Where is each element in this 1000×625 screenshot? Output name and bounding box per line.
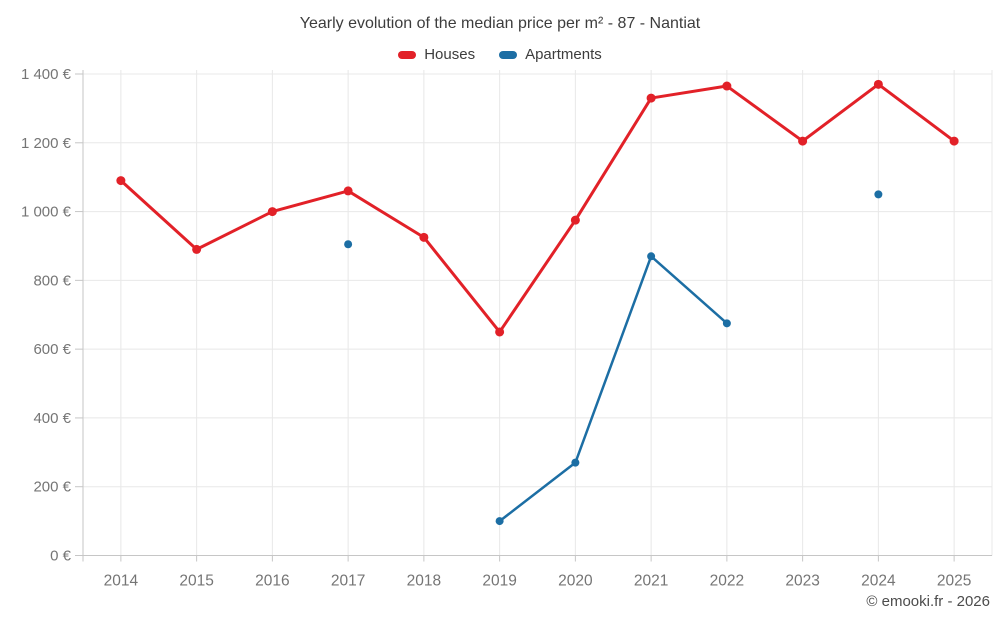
houses-point-2025 bbox=[949, 136, 959, 146]
houses-point-2024 bbox=[873, 79, 883, 89]
houses-point-2015 bbox=[192, 244, 202, 254]
x-tick-label: 2024 bbox=[861, 573, 896, 590]
y-gridlines bbox=[83, 73, 992, 488]
x-tick-label: 2022 bbox=[710, 573, 744, 590]
apartments-swatch-icon bbox=[499, 50, 518, 59]
x-tick-label: 2019 bbox=[482, 573, 516, 590]
y-tick-labels: 0 € 200 € 400 € 600 € 800 € 1 000 € 1 200 € 1 4… bbox=[21, 66, 72, 565]
legend-item-houses[interactable]: Houses bbox=[398, 46, 475, 63]
houses-point-2023 bbox=[798, 136, 808, 146]
houses-point-2017 bbox=[343, 186, 353, 196]
legend-label-houses: Houses bbox=[424, 46, 476, 63]
x-tick-label: 2014 bbox=[104, 573, 139, 590]
apartments-point-2020 bbox=[571, 458, 580, 467]
y-tick-label: 1 200 € bbox=[21, 135, 72, 152]
axes bbox=[82, 70, 992, 562]
houses-swatch-icon bbox=[398, 50, 417, 59]
y-tick-label: 1 400 € bbox=[21, 66, 72, 83]
apartments-point-2021 bbox=[647, 252, 656, 261]
y-tick-label: 0 € bbox=[50, 548, 72, 565]
y-tick-label: 800 € bbox=[33, 272, 71, 289]
y-tick-label: 1 000 € bbox=[21, 204, 72, 221]
houses-line bbox=[119, 82, 956, 334]
houses-point-2016 bbox=[267, 207, 277, 217]
apartments-point-2022 bbox=[722, 319, 731, 328]
houses-point-2022 bbox=[722, 81, 732, 91]
x-tick-label: 2023 bbox=[785, 573, 819, 590]
apartments-point-2017 bbox=[344, 240, 353, 249]
y-ticks bbox=[75, 73, 83, 556]
x-tick-label: 2020 bbox=[558, 573, 593, 590]
x-ticks bbox=[120, 555, 955, 562]
x-tick-labels: 2014 2015 2016 2017 2018 2019 2020 2021 2022 2023… bbox=[104, 573, 972, 590]
apartments-point-2024 bbox=[874, 190, 883, 199]
x-tick-label: 2017 bbox=[331, 573, 365, 590]
x-tick-label: 2025 bbox=[937, 573, 971, 590]
y-tick-label: 400 € bbox=[33, 410, 71, 427]
houses-point-2014 bbox=[116, 176, 126, 186]
houses-series bbox=[116, 79, 959, 337]
x-tick-label: 2021 bbox=[634, 573, 668, 590]
chart-legend: Houses Apartments bbox=[0, 46, 1000, 63]
footer-credit: © emooki.fr - 2026 bbox=[866, 593, 990, 610]
legend-item-apartments[interactable]: Apartments bbox=[499, 46, 602, 63]
houses-point-2021 bbox=[646, 93, 656, 103]
x-tick-label: 2015 bbox=[179, 573, 213, 590]
legend-label-apartments: Apartments bbox=[525, 46, 602, 63]
houses-point-2018 bbox=[419, 232, 429, 242]
houses-point-2020 bbox=[570, 215, 580, 225]
chart-title: Yearly evolution of the median price per… bbox=[299, 15, 701, 32]
apartments-line bbox=[498, 255, 729, 523]
y-tick-label: 600 € bbox=[33, 341, 71, 358]
x-tick-label: 2016 bbox=[255, 573, 289, 590]
x-tick-label: 2018 bbox=[407, 573, 441, 590]
y-tick-label: 200 € bbox=[33, 479, 71, 496]
houses-point-2019 bbox=[495, 327, 505, 337]
apartments-point-2019 bbox=[495, 517, 504, 526]
apartments-series bbox=[344, 190, 883, 526]
x-gridlines bbox=[120, 70, 993, 556]
